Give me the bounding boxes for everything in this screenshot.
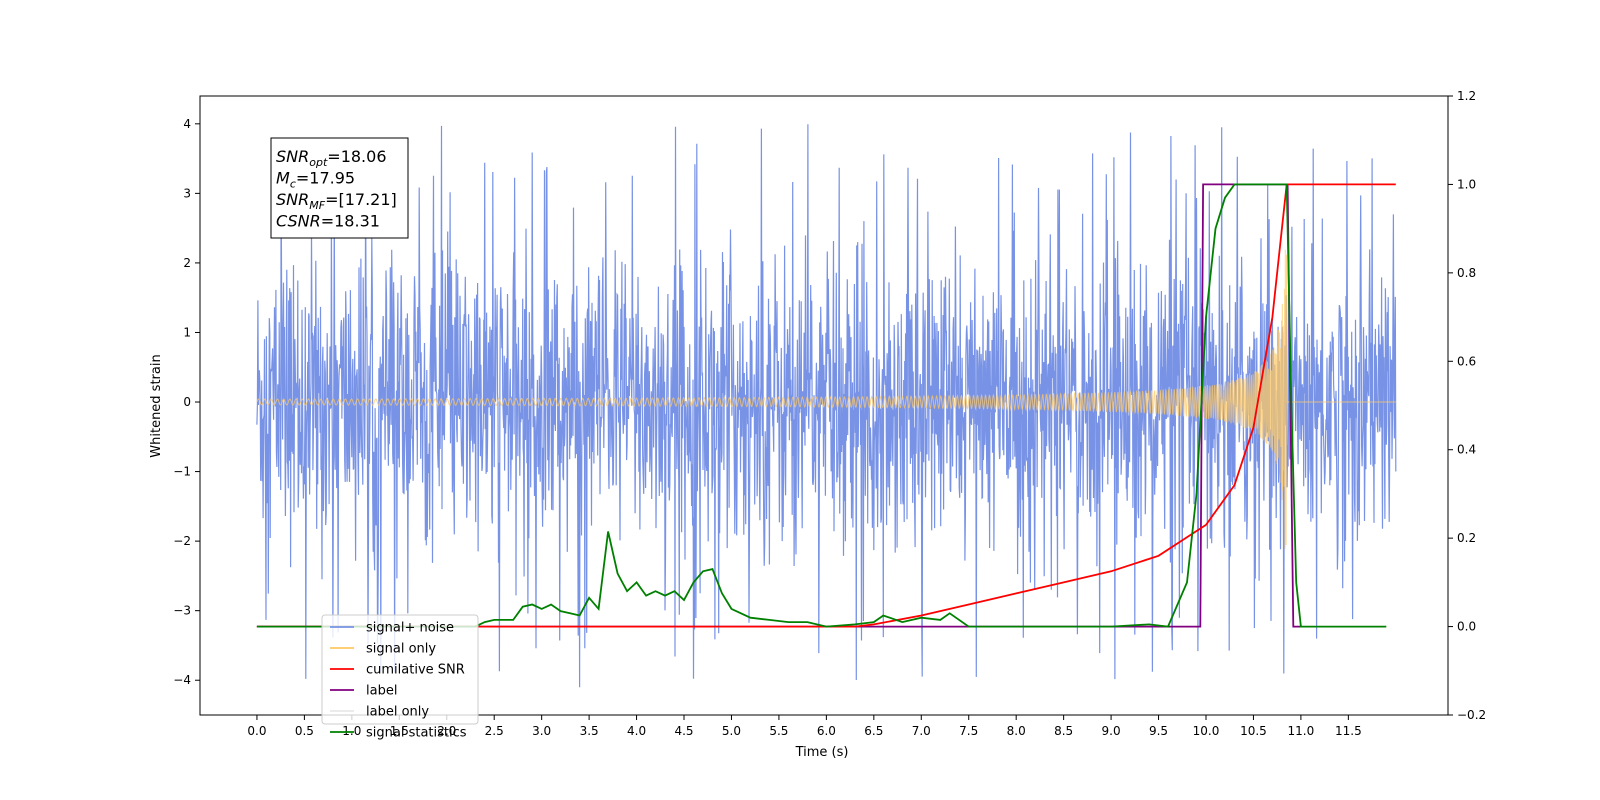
legend: signal+ noise signal only cumilative SNR la… bbox=[321, 614, 479, 741]
x-tick-label: 8.0 bbox=[1007, 724, 1026, 738]
x-tick-label: 4.5 bbox=[674, 724, 693, 738]
legend-label: cumilative SNR bbox=[366, 663, 465, 678]
x-axis: 0.0 0.5 1.0 1.5 2.0 2.5 3.0 3.5 4.0 4.5 5.0 5.5 6.0 6… bbox=[247, 715, 1362, 738]
series-layer bbox=[256, 124, 1397, 688]
x-tick-label: 7.0 bbox=[912, 724, 931, 738]
plot-frame bbox=[199, 95, 1449, 716]
x-tick-label: 6.5 bbox=[864, 724, 883, 738]
x-tick-label: 9.0 bbox=[1102, 724, 1121, 738]
legend-label: signal only bbox=[366, 642, 436, 657]
y-axis-left: 4 3 2 1 0 −1 −2 −3 −4 bbox=[173, 117, 200, 687]
annotation-line: Mc=17.95 bbox=[276, 169, 355, 191]
x-tick-label: 5.0 bbox=[722, 724, 741, 738]
x-tick-label: 11.5 bbox=[1335, 724, 1362, 738]
series-cumulative-snr bbox=[256, 183, 1396, 628]
legend-label: label only bbox=[366, 705, 429, 720]
annotation-line: SNRMF=[17.21] bbox=[276, 190, 397, 212]
y2-tick-label: −0.2 bbox=[1457, 708, 1486, 722]
y-tick-label: 2 bbox=[183, 256, 191, 270]
series-signal-plus-noise bbox=[256, 124, 1397, 688]
series-signal-statistics bbox=[256, 183, 1387, 628]
y2-tick-label: 0.6 bbox=[1457, 354, 1476, 368]
annotation-line: CSNR=18.31 bbox=[276, 212, 380, 231]
annotation-box: SNRopt=18.06Mc=17.95SNRMF=[17.21]CSNR=18… bbox=[270, 137, 409, 239]
y-tick-label: −2 bbox=[173, 534, 191, 548]
y-tick-label: 0 bbox=[183, 395, 191, 409]
x-tick-label: 6.0 bbox=[817, 724, 836, 738]
y2-tick-label: 0.2 bbox=[1457, 531, 1476, 545]
x-tick-label: 2.0 bbox=[437, 724, 456, 738]
y-tick-label: −4 bbox=[173, 673, 191, 687]
y2-tick-label: 0.0 bbox=[1457, 620, 1476, 634]
y-axis-label: Whitened strain bbox=[149, 354, 164, 457]
annotation-line: SNRopt=18.06 bbox=[276, 147, 387, 169]
x-tick-label: 2.5 bbox=[485, 724, 504, 738]
y2-tick-label: 0.4 bbox=[1457, 443, 1476, 457]
y-axis-right: 1.2 1.0 0.8 0.6 0.4 0.2 0.0 −0.2 bbox=[1448, 89, 1486, 722]
x-tick-label: 1.0 bbox=[342, 724, 361, 738]
x-tick-label: 3.0 bbox=[532, 724, 551, 738]
y-tick-label: −3 bbox=[173, 604, 191, 618]
x-tick-label: 9.5 bbox=[1149, 724, 1168, 738]
y-tick-label: 1 bbox=[183, 325, 191, 339]
x-tick-label: 8.5 bbox=[1054, 724, 1073, 738]
legend-label: signal+ noise bbox=[366, 621, 454, 636]
x-tick-label: 3.5 bbox=[580, 724, 599, 738]
x-tick-label: 5.5 bbox=[769, 724, 788, 738]
y-tick-label: −1 bbox=[173, 465, 191, 479]
x-axis-label: Time (s) bbox=[795, 745, 849, 760]
legend-label: signal statistics bbox=[366, 726, 467, 741]
y-tick-label: 4 bbox=[183, 117, 191, 131]
y-tick-label: 3 bbox=[183, 186, 191, 200]
legend-frame bbox=[321, 614, 479, 725]
y2-tick-label: 1.2 bbox=[1457, 89, 1476, 103]
y2-tick-label: 0.8 bbox=[1457, 266, 1476, 280]
x-tick-label: 7.5 bbox=[959, 724, 978, 738]
annotation-box-frame bbox=[270, 137, 409, 239]
series-signal-only bbox=[256, 249, 1396, 549]
x-tick-label: 11.0 bbox=[1288, 724, 1315, 738]
x-tick-label: 0.5 bbox=[295, 724, 314, 738]
x-tick-label: 0.0 bbox=[247, 724, 266, 738]
x-tick-label: 10.5 bbox=[1240, 724, 1267, 738]
x-tick-label: 10.0 bbox=[1193, 724, 1220, 738]
y2-tick-label: 1.0 bbox=[1457, 177, 1476, 191]
x-tick-label: 1.5 bbox=[390, 724, 409, 738]
legend-label: label bbox=[366, 684, 397, 699]
x-tick-label: 4.0 bbox=[627, 724, 646, 738]
